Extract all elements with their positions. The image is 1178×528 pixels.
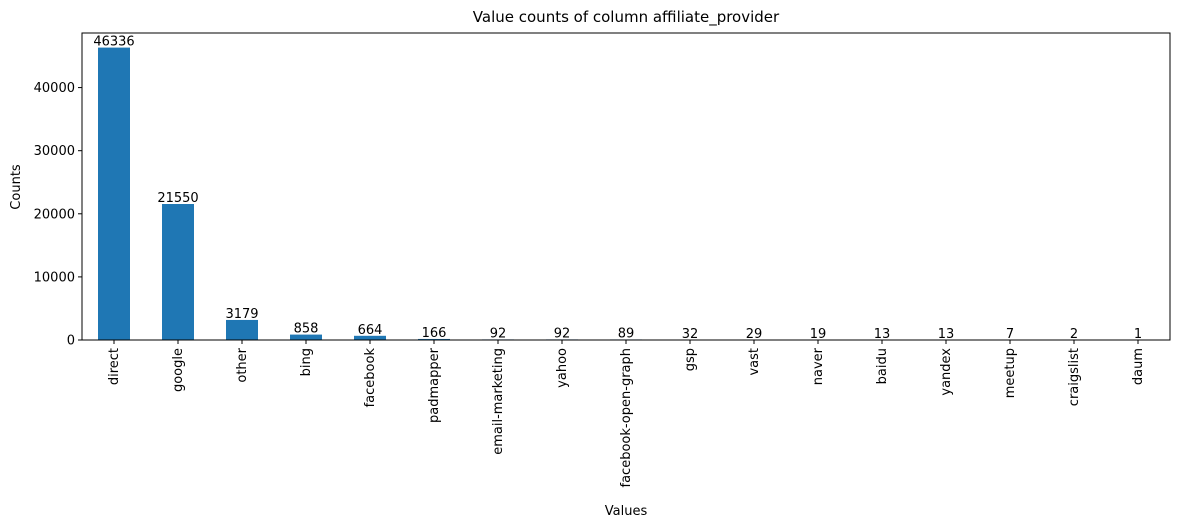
x-axis-label: Values <box>605 504 648 519</box>
x-tick-label-vast: vast <box>747 348 762 376</box>
y-tick-label-30000: 30000 <box>34 144 75 159</box>
y-tick-label-20000: 20000 <box>34 207 75 222</box>
x-tick-label-bing: bing <box>299 348 314 376</box>
data-label-email-marketing: 92 <box>490 326 507 341</box>
data-label-facebook-open-graph: 89 <box>618 326 635 341</box>
data-label-meetup: 7 <box>1006 327 1014 342</box>
plot-area: 46336 direct 21550 google 3179 other 858 bing 66… <box>34 32 1171 488</box>
data-label-craigslist: 2 <box>1070 327 1078 342</box>
x-tick-label-naver: naver <box>811 347 826 385</box>
data-label-gsp: 32 <box>682 327 699 342</box>
plot-frame <box>81 32 1171 341</box>
data-label-daum: 1 <box>1134 327 1142 342</box>
chart-title: Value counts of column affiliate_provide… <box>473 8 780 27</box>
bar-padmapper <box>418 338 450 340</box>
y-axis-label: Counts <box>9 164 24 210</box>
x-tick-label-craigslist: craigslist <box>1067 348 1082 406</box>
data-label-baidu: 13 <box>874 327 891 342</box>
y-tick-label-0: 0 <box>67 334 75 349</box>
bar-direct <box>98 47 130 340</box>
bar-other <box>226 319 258 340</box>
data-label-direct: 46336 <box>93 35 134 50</box>
x-tick-label-direct: direct <box>107 348 122 385</box>
x-tick-label-gsp: gsp <box>683 348 698 371</box>
bar-google <box>162 204 194 340</box>
bar-facebook <box>354 335 386 340</box>
x-tick-label-facebook-open-graph: facebook-open-graph <box>619 348 634 488</box>
x-tick-label-email-marketing: email-marketing <box>491 348 506 455</box>
x-tick-label-padmapper: padmapper <box>427 347 442 423</box>
data-label-other: 3179 <box>225 307 258 322</box>
x-tick-label-baidu: baidu <box>875 348 890 384</box>
x-tick-label-yandex: yandex <box>939 348 954 396</box>
data-label-yahoo: 92 <box>554 326 571 341</box>
x-tick-label-other: other <box>235 347 250 382</box>
data-label-yandex: 13 <box>938 327 955 342</box>
data-label-naver: 19 <box>810 327 827 342</box>
x-tick-label-google: google <box>171 348 186 392</box>
x-tick-label-meetup: meetup <box>1003 348 1018 398</box>
data-label-bing: 858 <box>294 322 319 337</box>
y-tick-label-10000: 10000 <box>34 270 75 285</box>
y-tick-label-40000: 40000 <box>34 81 75 96</box>
data-label-facebook: 664 <box>358 323 383 338</box>
data-label-padmapper: 166 <box>422 326 447 341</box>
data-label-google: 21550 <box>157 191 198 206</box>
x-tick-label-yahoo: yahoo <box>555 348 570 388</box>
x-tick-label-facebook: facebook <box>363 348 378 408</box>
x-tick-label-daum: daum <box>1131 348 1146 385</box>
bar-bing <box>290 334 322 340</box>
data-label-vast: 29 <box>746 327 763 342</box>
